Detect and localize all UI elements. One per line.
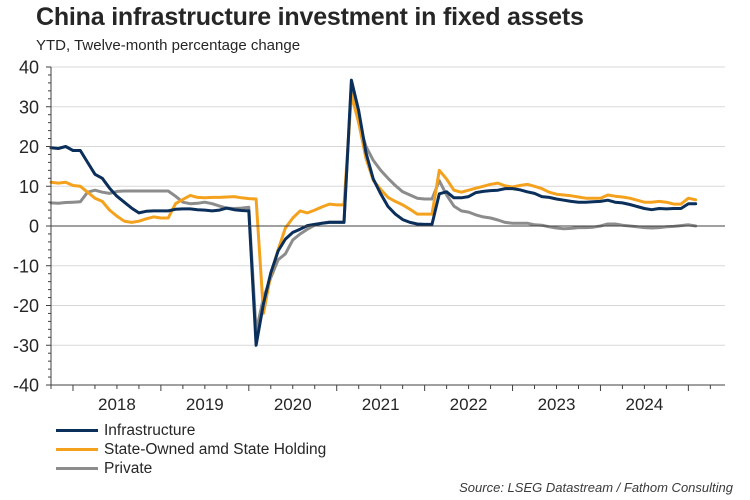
x-tick-label: 2018 [98, 395, 136, 414]
legend-label-state-owned: State-Owned amd State Holding [104, 440, 327, 458]
series-line-private [49, 81, 698, 333]
x-tick-label: 2019 [186, 395, 224, 414]
gridlines [51, 66, 725, 346]
legend-item-infrastructure: Infrastructure [56, 421, 326, 440]
x-tick-label: 2021 [362, 395, 400, 414]
legend-label-infrastructure: Infrastructure [104, 421, 196, 439]
series-line-state-owned [49, 93, 698, 315]
x-tick-label: 2022 [450, 395, 488, 414]
y-tick-label: -30 [13, 336, 39, 356]
x-tick-label: 2024 [625, 395, 663, 414]
legend-swatch-infrastructure [56, 429, 98, 432]
y-tick-label: -40 [13, 376, 39, 396]
source-note: Source: LSEG Datastream / Fathom Consult… [459, 480, 733, 495]
y-tick-label: 10 [19, 177, 39, 197]
y-tick-label: 30 [19, 97, 39, 117]
axes: 40 30 20 10 0 -10 -20 -30 -40 2018 2019 2020 2021 202… [13, 58, 725, 414]
legend-item-state-owned: State-Owned amd State Holding [56, 440, 326, 459]
x-tick-label: 2020 [274, 395, 312, 414]
y-tick-label: 20 [19, 137, 39, 157]
y-tick-label: -20 [13, 296, 39, 316]
series-line-infrastructure [49, 78, 698, 347]
legend: Infrastructure State-Owned amd State Hol… [56, 421, 326, 478]
legend-label-private: Private [104, 459, 153, 477]
x-tick-label: 2023 [538, 395, 576, 414]
chart-subtitle: YTD, Twelve-month percentage change [36, 37, 301, 54]
legend-item-private: Private [56, 459, 326, 478]
y-tick-label: 40 [19, 58, 39, 78]
chart-title: China infrastructure investment in fixed… [36, 3, 584, 31]
legend-swatch-private [56, 467, 98, 470]
y-tick-label: -10 [13, 256, 39, 276]
series-lines [49, 78, 698, 347]
y-tick-label: 0 [29, 217, 39, 237]
legend-swatch-state-owned [56, 448, 98, 451]
